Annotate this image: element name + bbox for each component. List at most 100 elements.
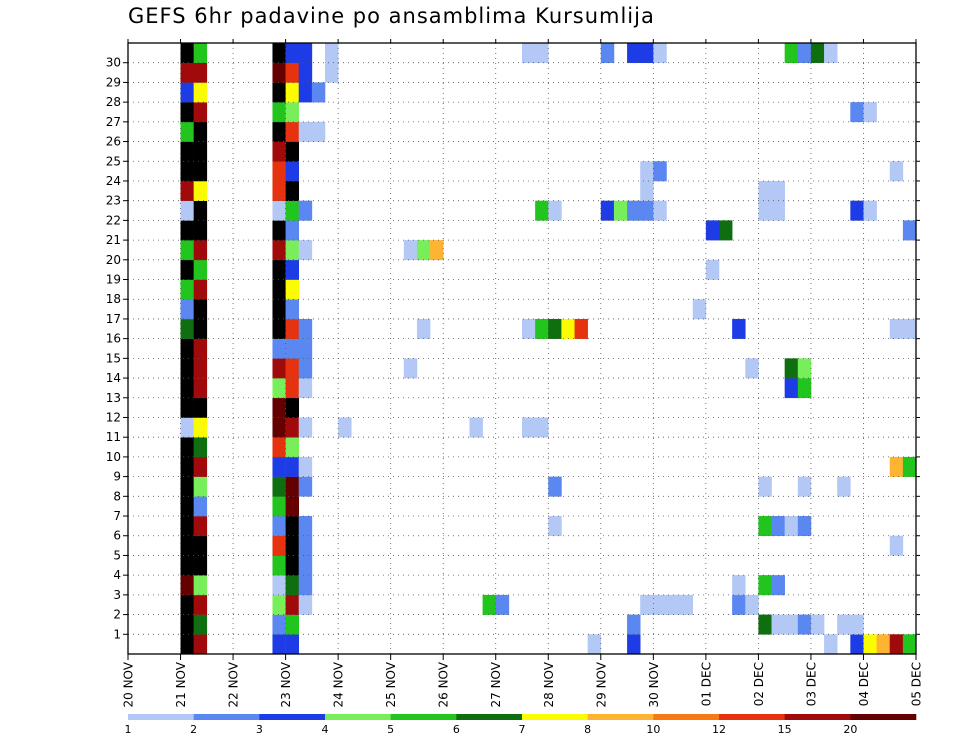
legend-swatch: [653, 714, 720, 720]
heatmap-cell: [272, 358, 286, 379]
heatmap-cell: [679, 594, 694, 615]
heatmap-cell: [548, 516, 562, 537]
heatmap-cell: [180, 555, 194, 576]
heatmap-cell: [771, 516, 785, 537]
heatmap-cell: [193, 141, 208, 162]
heatmap-cell: [193, 634, 208, 655]
heatmap-cell: [298, 62, 313, 83]
heatmap-cell: [311, 82, 326, 103]
heatmap-cell: [193, 82, 208, 103]
heatmap-cell: [285, 240, 300, 261]
y-tick-label: 28: [106, 95, 121, 109]
heatmap-cell: [272, 259, 286, 280]
heatmap-cell: [285, 259, 300, 280]
heatmap-cell: [180, 338, 194, 359]
heatmap-cell: [180, 496, 194, 517]
y-tick-label: 9: [113, 470, 121, 484]
heatmap-cell: [193, 378, 208, 399]
y-tick-label: 23: [106, 194, 121, 208]
heatmap-cell: [600, 200, 615, 221]
y-tick-label: 8: [113, 489, 121, 503]
heatmap-cell: [285, 299, 300, 320]
heatmap-cell: [193, 161, 208, 182]
heatmap-cell: [272, 634, 286, 655]
legend-label: 12: [712, 723, 726, 736]
y-tick-label: 16: [106, 332, 121, 346]
heatmap-cell: [876, 634, 891, 655]
heatmap-cell: [180, 516, 194, 537]
y-tick-label: 7: [113, 509, 121, 523]
heatmap-cell: [298, 535, 313, 556]
heatmap-cell: [863, 634, 877, 655]
heatmap-cell: [285, 634, 300, 655]
heatmap-cell: [285, 200, 300, 221]
heatmap-cell: [180, 417, 194, 438]
heatmap-cell: [784, 358, 799, 379]
heatmap-cell: [837, 614, 851, 635]
heatmap-cell: [272, 82, 286, 103]
heatmap-cell: [193, 516, 208, 537]
heatmap-cell: [285, 535, 300, 556]
heatmap-cell: [193, 121, 208, 142]
heatmap-cell: [272, 141, 286, 162]
heatmap-cell: [627, 200, 641, 221]
heatmap-cell: [732, 594, 746, 615]
heatmap-cell: [732, 575, 746, 596]
y-tick-label: 11: [106, 430, 121, 444]
heatmap-cell: [285, 378, 300, 399]
heatmap-cell: [771, 200, 785, 221]
heatmap-cell: [522, 43, 536, 64]
heatmap-cell: [627, 43, 641, 64]
y-tick-label: 26: [106, 135, 121, 149]
heatmap-cell: [180, 299, 194, 320]
heatmap-cell: [180, 82, 194, 103]
y-tick-label: 13: [106, 391, 121, 405]
heatmap-cell: [495, 594, 510, 615]
y-tick-label: 15: [106, 351, 121, 365]
heatmap-cell: [745, 594, 759, 615]
x-tick-label: 23 NOV: [279, 661, 293, 707]
heatmap-cell: [272, 121, 286, 142]
heatmap-cell: [758, 575, 772, 596]
heatmap-cell: [298, 476, 313, 497]
heatmap-cell: [797, 516, 812, 537]
heatmap-cell: [298, 43, 313, 64]
x-tick-label: 27 NOV: [489, 661, 503, 707]
heatmap-cell: [180, 200, 194, 221]
heatmap-cell: [272, 43, 286, 64]
y-tick-label: 12: [106, 410, 121, 424]
heatmap-cell: [797, 614, 812, 635]
x-tick-label: 30 NOV: [647, 661, 661, 707]
heatmap-cell: [771, 614, 785, 635]
y-tick-label: 22: [106, 213, 121, 227]
legend-swatch: [193, 714, 260, 720]
heatmap-cell: [719, 220, 733, 241]
heatmap-cell: [180, 378, 194, 399]
heatmap-cell: [850, 200, 864, 221]
heatmap-cell: [272, 299, 286, 320]
x-tick-label: 03 DEC: [804, 662, 818, 706]
heatmap-cell: [180, 259, 194, 280]
heatmap-cell: [298, 516, 313, 537]
heatmap-cell: [548, 318, 562, 339]
heatmap-cell: [325, 62, 339, 83]
y-tick-label: 30: [106, 56, 121, 70]
heatmap-cell: [653, 43, 667, 64]
heatmap-cell: [180, 62, 194, 83]
legend-swatch: [259, 714, 326, 720]
heatmap-cell: [850, 102, 864, 123]
heatmap-cell: [180, 358, 194, 379]
heatmap-cell: [285, 121, 300, 142]
heatmap-cell: [797, 43, 812, 64]
y-tick-label: 24: [106, 174, 121, 188]
heatmap-cell: [416, 240, 431, 261]
heatmap-cell: [535, 43, 549, 64]
heatmap-cell: [272, 555, 286, 576]
heatmap-cell: [640, 200, 654, 221]
heatmap-cell: [180, 594, 194, 615]
heatmap-cell: [180, 456, 194, 477]
heatmap-cell: [285, 496, 300, 517]
legend-swatch: [719, 714, 785, 720]
x-tick-label: 24 NOV: [332, 661, 346, 707]
y-tick-label: 1: [113, 627, 121, 641]
